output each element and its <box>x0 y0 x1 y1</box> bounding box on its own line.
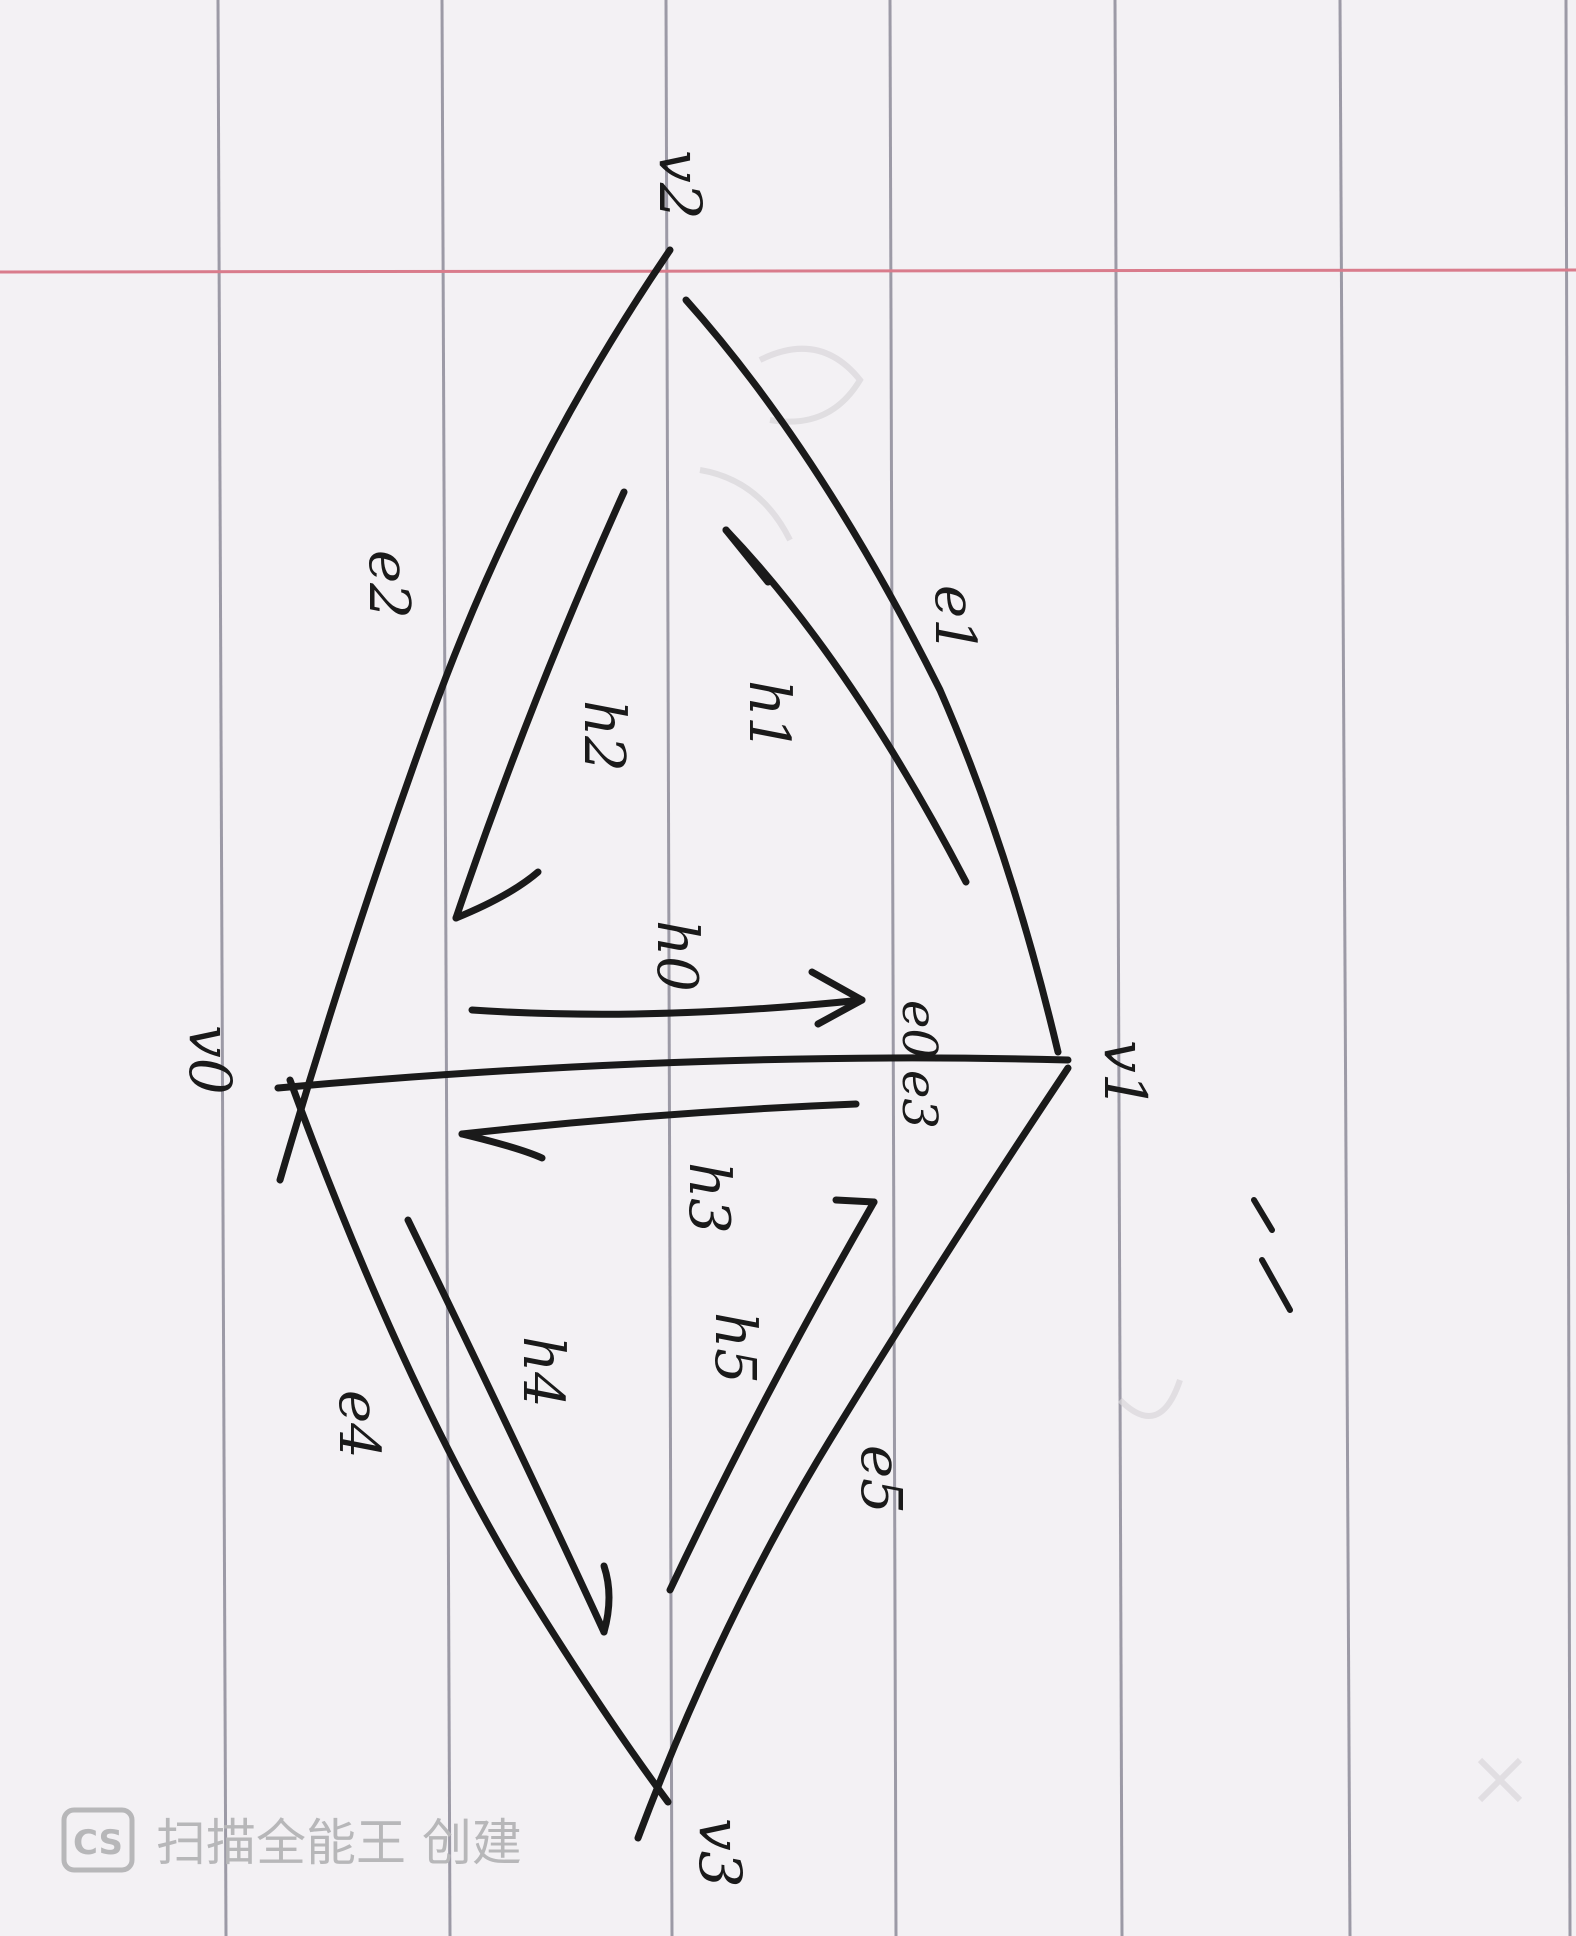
margin-line <box>0 268 1576 274</box>
cs-logo-icon <box>61 1807 135 1873</box>
vertex-v0-label: v0 <box>176 1025 244 1095</box>
edge-e0-e3 <box>274 1054 1072 1092</box>
edge-e1-label: e1 <box>922 585 987 654</box>
cs-logo-text: CS <box>73 1823 123 1863</box>
edge-e2-label: e2 <box>356 550 421 619</box>
edge-e2 <box>276 246 674 1184</box>
halfedge-h5-arrow <box>666 1198 878 1594</box>
halfedge-h4-label: h4 <box>510 1336 575 1408</box>
edge-e4-label: e4 <box>326 1390 391 1459</box>
bleed-through-marks <box>699 345 1523 1803</box>
vertex-v2-label: v2 <box>646 150 714 220</box>
halfedge-labels: h0 h1 h2 h3 h4 h5 <box>510 680 801 1408</box>
halfedge-h0-label: h0 <box>644 920 709 992</box>
edge-e0-label: e0 <box>891 1000 947 1059</box>
graph-edges <box>274 246 1072 1842</box>
halfedge-h3-label: h3 <box>676 1162 741 1234</box>
edge-e1 <box>682 296 1062 1056</box>
halfedge-arrows <box>404 488 970 1636</box>
vertex-v3-label: v3 <box>686 1818 754 1888</box>
halfedge-h3-arrow <box>458 1100 860 1138</box>
edge-e5 <box>634 1064 1072 1842</box>
halfedge-h2-arrow <box>452 488 628 922</box>
edge-e4 <box>286 1076 672 1806</box>
edge-e3-label: e3 <box>891 1070 947 1129</box>
halfedge-h1-label: h1 <box>736 680 801 752</box>
halfedge-h5-label: h5 <box>702 1312 767 1384</box>
rule-lines <box>216 0 1572 1936</box>
scanner-watermark: CS 扫描全能王 创建 <box>61 1807 522 1873</box>
vertex-labels: v2 v0 v1 v3 <box>176 150 1159 1888</box>
vertex-v1-label: v1 <box>1091 1040 1159 1110</box>
halfedge-h0-arrow <box>468 996 866 1018</box>
edge-labels: e0 e3 e1 e2 e4 e5 <box>326 550 987 1514</box>
edge-e5-label: e5 <box>848 1445 913 1514</box>
halfedge-h2-label: h2 <box>571 700 636 772</box>
halfedge-h4-arrow <box>404 1216 608 1636</box>
watermark-text: 扫描全能王 创建 <box>156 1814 522 1872</box>
